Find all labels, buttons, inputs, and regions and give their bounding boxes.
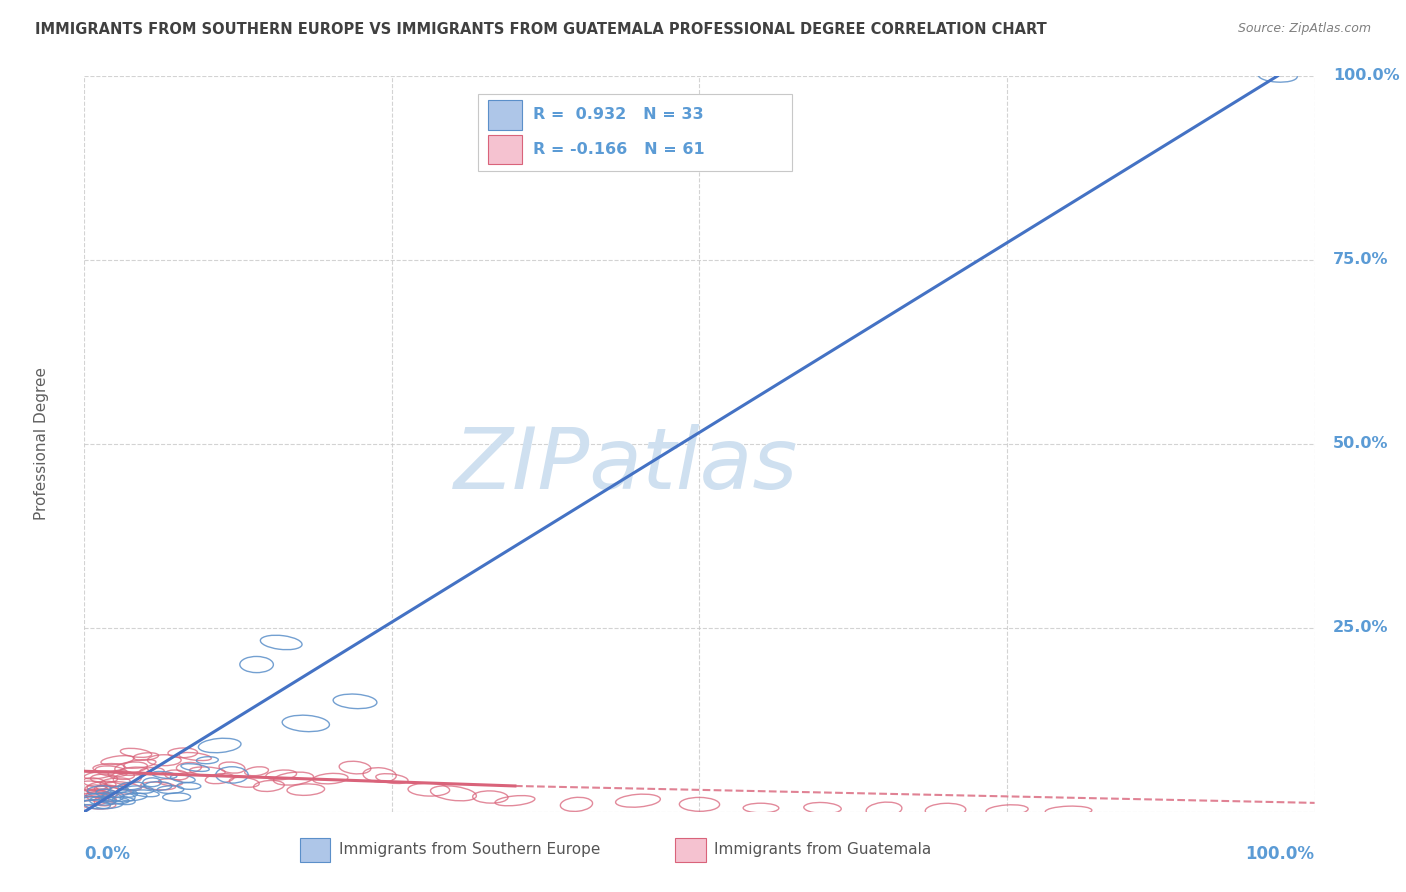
Text: 100.0%: 100.0%	[1246, 845, 1315, 863]
Text: Source: ZipAtlas.com: Source: ZipAtlas.com	[1237, 22, 1371, 36]
Text: R =  0.932   N = 33: R = 0.932 N = 33	[533, 107, 704, 122]
FancyBboxPatch shape	[488, 135, 523, 164]
Text: 75.0%: 75.0%	[1333, 252, 1389, 268]
FancyBboxPatch shape	[299, 838, 330, 862]
Text: ZIPatlas: ZIPatlas	[454, 425, 797, 508]
Text: 100.0%: 100.0%	[1333, 69, 1400, 83]
Text: 0.0%: 0.0%	[84, 845, 131, 863]
Text: 50.0%: 50.0%	[1333, 436, 1389, 451]
Text: Immigrants from Southern Europe: Immigrants from Southern Europe	[339, 842, 600, 857]
Text: 25.0%: 25.0%	[1333, 620, 1389, 635]
Text: IMMIGRANTS FROM SOUTHERN EUROPE VS IMMIGRANTS FROM GUATEMALA PROFESSIONAL DEGREE: IMMIGRANTS FROM SOUTHERN EUROPE VS IMMIG…	[35, 22, 1047, 37]
Text: R = -0.166   N = 61: R = -0.166 N = 61	[533, 142, 704, 157]
Text: Professional Degree: Professional Degree	[34, 368, 49, 520]
FancyBboxPatch shape	[488, 100, 523, 129]
FancyBboxPatch shape	[675, 838, 706, 862]
Text: Immigrants from Guatemala: Immigrants from Guatemala	[714, 842, 932, 857]
FancyBboxPatch shape	[478, 95, 792, 171]
